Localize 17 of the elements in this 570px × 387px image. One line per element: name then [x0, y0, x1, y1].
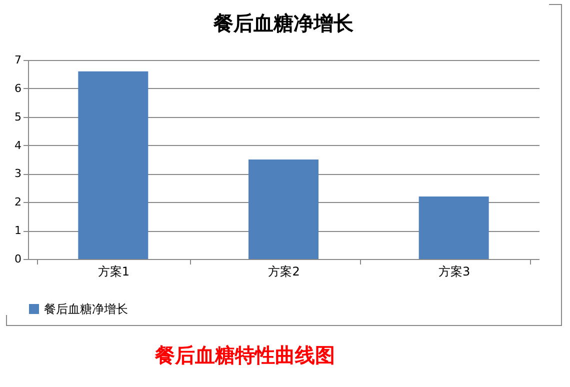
chart-title: 餐后血糖净增长	[212, 11, 354, 35]
bar	[248, 160, 318, 259]
y-tick-label: 1	[14, 224, 22, 238]
y-tick-label: 0	[14, 252, 22, 266]
y-tick-label: 5	[14, 110, 22, 124]
x-tick-label: 方案1	[98, 264, 130, 278]
legend-label: 餐后血糖净增长	[44, 302, 128, 316]
x-tick-label: 方案2	[268, 264, 300, 278]
bar	[78, 71, 148, 259]
text: 餐后血糖特性曲线图	[154, 342, 336, 369]
y-tick-label: 2	[14, 196, 22, 209]
x-tick-label: 方案3	[438, 264, 470, 278]
bar	[418, 196, 489, 259]
y-tick-label: 3	[14, 167, 22, 180]
y-tick-label: 4	[14, 138, 22, 152]
y-tick-label: 7	[14, 54, 22, 66]
y-tick-label: 6	[14, 82, 22, 95]
